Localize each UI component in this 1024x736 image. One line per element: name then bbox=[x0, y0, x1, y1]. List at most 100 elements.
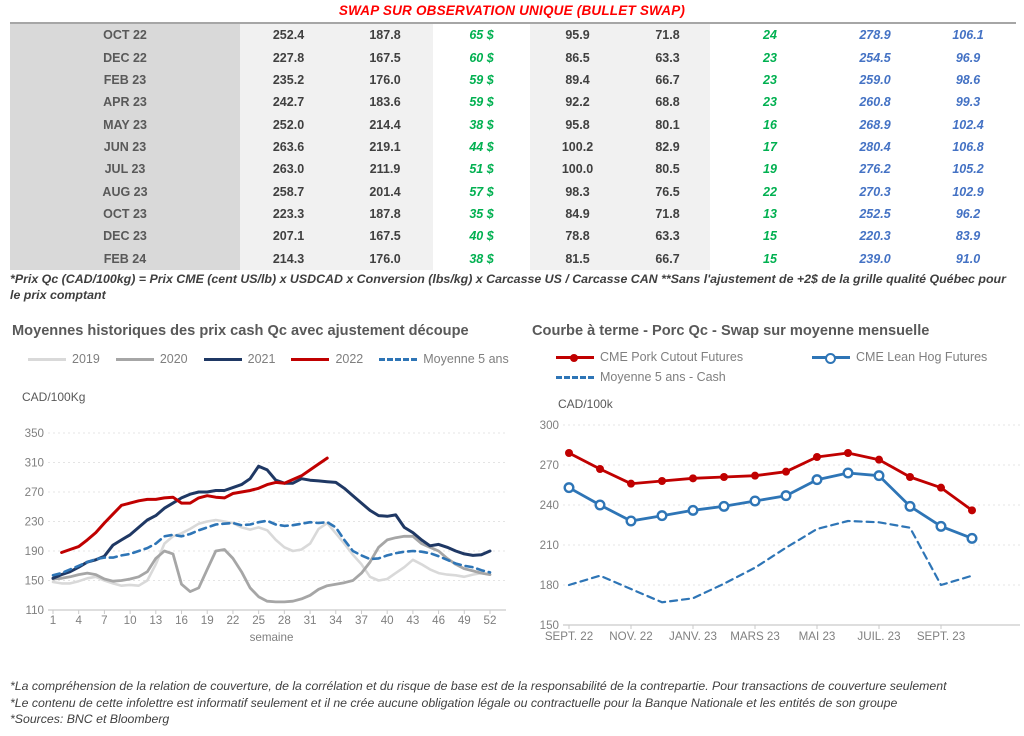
y-tick-label: 110 bbox=[26, 604, 44, 617]
chart-right-y-unit: CAD/100k bbox=[558, 397, 613, 411]
data-point bbox=[625, 515, 637, 527]
x-tick-label: 34 bbox=[329, 614, 342, 627]
series-line-2021 bbox=[51, 464, 492, 580]
table-cell-value: 59 $ bbox=[433, 91, 530, 114]
table-cell-value: 254.5 bbox=[830, 46, 920, 69]
data-point bbox=[935, 520, 947, 532]
data-point bbox=[842, 467, 854, 479]
series-line-moyenne-5-ans---cash bbox=[567, 519, 974, 604]
x-tick-label: 10 bbox=[124, 614, 137, 627]
table-cell-value: 57 $ bbox=[433, 180, 530, 203]
x-tick-label: 1 bbox=[50, 614, 56, 627]
table-footnote: *Prix Qc (CAD/100kg) = Prix CME (cent US… bbox=[10, 272, 1006, 302]
legend-label: 2019 bbox=[72, 352, 100, 366]
table-row: MAY 23 252.0 214.4 38 $95.8 80.1 16 268.9 102.4 bbox=[10, 113, 1016, 136]
table-cell-value: 66.7 bbox=[625, 68, 710, 92]
table-cell-value: 239.0 bbox=[830, 247, 920, 270]
dashed-line-swatch-icon bbox=[556, 375, 594, 379]
chart-right-legend: CME Pork Cutout Futures CME Lean Hog Futu… bbox=[556, 350, 987, 384]
y-tick-label: 150 bbox=[540, 619, 559, 632]
table-cell-value: 68.8 bbox=[625, 91, 710, 114]
table-cell-value: 187.8 bbox=[337, 24, 433, 47]
x-tick-label: JUIL. 23 bbox=[857, 630, 900, 643]
table-cell-value: 105.2 bbox=[920, 158, 1016, 181]
table-cell-value: 22 bbox=[710, 180, 830, 203]
legend-item: CME Pork Cutout Futures bbox=[556, 350, 812, 364]
data-point bbox=[873, 470, 885, 482]
x-tick-label: SEPT. 22 bbox=[545, 630, 593, 643]
table-cell-value: 15 bbox=[710, 247, 830, 270]
x-tick-label: 37 bbox=[355, 614, 368, 627]
table-cell-month: AUG 23 bbox=[10, 180, 240, 203]
table-cell-value: 99.3 bbox=[920, 91, 1016, 114]
data-point bbox=[720, 473, 728, 481]
x-tick-label: 25 bbox=[252, 614, 265, 627]
x-tick-label: 4 bbox=[75, 614, 82, 627]
table-cell-month: MAY 23 bbox=[10, 113, 240, 136]
table-cell-value: 63.3 bbox=[625, 225, 710, 248]
data-point bbox=[627, 479, 635, 488]
table-cell-month: OCT 23 bbox=[10, 202, 240, 226]
legend-item: 2020 bbox=[115, 352, 188, 366]
table-row: FEB 24 214.3 176.0 38 $81.5 66.7 15 239.0 91.0 bbox=[10, 247, 1016, 270]
series-line-moyenne-5-ans bbox=[51, 519, 492, 577]
table-cell-value: 13 bbox=[710, 202, 830, 226]
table-cell-value: 35 $ bbox=[433, 202, 530, 226]
data-point bbox=[904, 500, 916, 512]
table-cell-value: 167.5 bbox=[337, 225, 433, 248]
table-cell-value: 60 $ bbox=[433, 46, 530, 69]
table-cell-value: 86.5 bbox=[530, 46, 625, 69]
table-cell-value: 38 $ bbox=[433, 247, 530, 270]
series-line-2022 bbox=[60, 456, 329, 554]
table-cell-value: 65 $ bbox=[433, 24, 530, 47]
table-cell-month: DEC 22 bbox=[10, 46, 240, 69]
table-cell-value: 259.0 bbox=[830, 68, 920, 92]
y-tick-label: 230 bbox=[25, 516, 44, 529]
table-cell-value: 89.4 bbox=[530, 68, 625, 92]
table-cell-value: 207.1 bbox=[240, 225, 337, 248]
table-cell-value: 268.9 bbox=[830, 113, 920, 136]
data-point bbox=[751, 471, 759, 480]
table-cell-value: 96.2 bbox=[920, 202, 1016, 226]
y-tick-label: 300 bbox=[540, 419, 559, 432]
table-cell-value: 252.0 bbox=[240, 113, 337, 136]
footer-notes: *La compréhension de la relation de couv… bbox=[10, 678, 1020, 728]
legend-item: Moyenne 5 ans - Cash bbox=[556, 370, 812, 384]
data-point bbox=[844, 449, 852, 457]
x-tick-label: 31 bbox=[304, 614, 317, 627]
table-cell-month: FEB 23 bbox=[10, 68, 240, 92]
table-cell-value: 176.0 bbox=[337, 247, 433, 270]
y-tick-label: 350 bbox=[25, 427, 44, 440]
table-cell-value: 38 $ bbox=[433, 113, 530, 136]
series-line-cme-pork-cutout-futures bbox=[567, 451, 974, 512]
table-cell-value: 235.2 bbox=[240, 68, 337, 92]
table-row: OCT 23 223.3 187.8 35 $84.9 71.8 13 252.5 96.2 bbox=[10, 202, 1016, 226]
table-cell-value: 96.9 bbox=[920, 46, 1016, 69]
table-cell-value: 214.4 bbox=[337, 113, 433, 136]
footer-line: *La compréhension de la relation de couv… bbox=[10, 679, 947, 693]
table-cell-value: 51 $ bbox=[433, 158, 530, 181]
x-tick-label: 7 bbox=[101, 614, 107, 627]
table-cell-value: 82.9 bbox=[625, 135, 710, 159]
data-point bbox=[875, 455, 883, 464]
table-cell-value: 227.8 bbox=[240, 46, 337, 69]
table-cell-value: 59 $ bbox=[433, 68, 530, 92]
table-cell-value: 263.6 bbox=[240, 135, 337, 159]
table-cell-value: 95.8 bbox=[530, 113, 625, 136]
table-cell-value: 40 $ bbox=[433, 225, 530, 248]
x-tick-label: JANV. 23 bbox=[669, 630, 717, 643]
data-point bbox=[656, 510, 668, 522]
table-cell-value: 98.3 bbox=[530, 180, 625, 203]
table-cell-value: 258.7 bbox=[240, 180, 337, 203]
table-cell-value: 80.1 bbox=[625, 113, 710, 136]
footer-line: *Le contenu de cette infolettre est info… bbox=[10, 695, 898, 710]
legend-item: CME Lean Hog Futures bbox=[812, 350, 987, 364]
page-title: SWAP SUR OBSERVATION UNIQUE (BULLET SWAP… bbox=[338, 3, 686, 18]
legend-label: Moyenne 5 ans - Cash bbox=[600, 370, 726, 384]
x-tick-label: 43 bbox=[406, 614, 419, 627]
y-tick-label: 190 bbox=[25, 545, 44, 558]
table-cell-month: DEC 23 bbox=[10, 225, 240, 248]
legend-label: Moyenne 5 ans bbox=[423, 352, 509, 366]
table-cell-value: 102.4 bbox=[920, 113, 1016, 136]
table-row: JUN 23 263.6 219.1 44 $100.2 82.9 17 280.4 106.… bbox=[10, 135, 1016, 159]
